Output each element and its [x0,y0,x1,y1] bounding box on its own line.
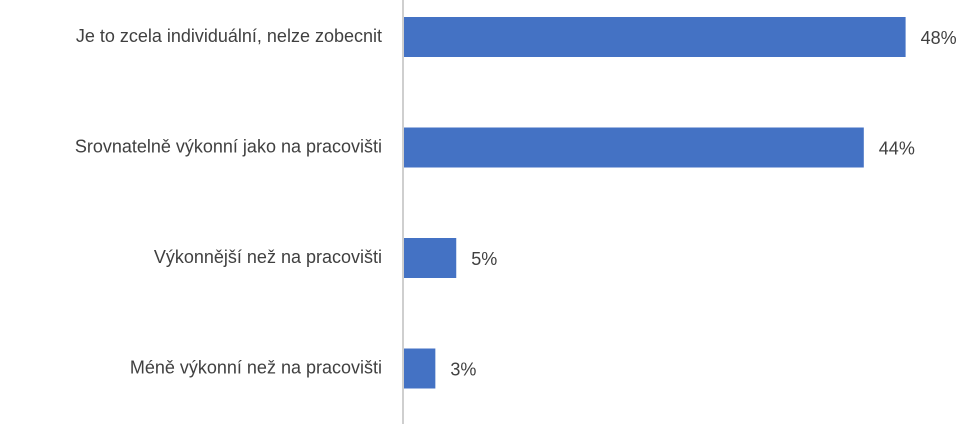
bar [404,127,864,168]
bar [404,238,457,278]
value-label: 44% [879,138,915,158]
category-label: Méně výkonní než na pracovišti [130,357,382,377]
category-label: Srovnatelně výkonní jako na pracovišti [75,136,382,156]
bar [404,348,436,389]
value-label: 3% [450,359,476,379]
category-label: Je to zcela individuální, nelze zobecnit [76,26,382,46]
category-label: Výkonnější než na pracovišti [154,247,382,267]
value-label: 5% [471,249,497,269]
bar [404,17,906,57]
value-label: 48% [921,28,957,48]
